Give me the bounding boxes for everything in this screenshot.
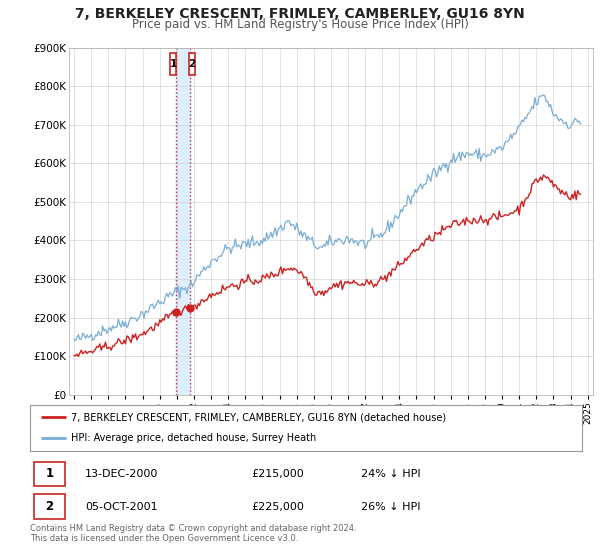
FancyBboxPatch shape	[34, 461, 65, 486]
Text: 26% ↓ HPI: 26% ↓ HPI	[361, 502, 421, 512]
Text: 05-OCT-2001: 05-OCT-2001	[85, 502, 158, 512]
Text: Price paid vs. HM Land Registry's House Price Index (HPI): Price paid vs. HM Land Registry's House …	[131, 18, 469, 31]
Text: Contains HM Land Registry data © Crown copyright and database right 2024.
This d: Contains HM Land Registry data © Crown c…	[30, 524, 356, 543]
Text: 1: 1	[170, 59, 177, 69]
FancyBboxPatch shape	[34, 494, 65, 519]
Text: HPI: Average price, detached house, Surrey Heath: HPI: Average price, detached house, Surr…	[71, 433, 317, 444]
Text: 2: 2	[188, 59, 196, 69]
FancyBboxPatch shape	[189, 53, 195, 74]
Text: 7, BERKELEY CRESCENT, FRIMLEY, CAMBERLEY, GU16 8YN (detached house): 7, BERKELEY CRESCENT, FRIMLEY, CAMBERLEY…	[71, 412, 446, 422]
FancyBboxPatch shape	[170, 53, 176, 74]
Bar	[176, 48, 190, 395]
Text: 13-DEC-2000: 13-DEC-2000	[85, 469, 158, 479]
Text: 1: 1	[46, 467, 53, 480]
Text: 7, BERKELEY CRESCENT, FRIMLEY, CAMBERLEY, GU16 8YN: 7, BERKELEY CRESCENT, FRIMLEY, CAMBERLEY…	[75, 7, 525, 21]
Text: 24% ↓ HPI: 24% ↓ HPI	[361, 469, 421, 479]
Text: 2: 2	[46, 500, 53, 513]
Text: £225,000: £225,000	[251, 502, 304, 512]
Text: £215,000: £215,000	[251, 469, 304, 479]
